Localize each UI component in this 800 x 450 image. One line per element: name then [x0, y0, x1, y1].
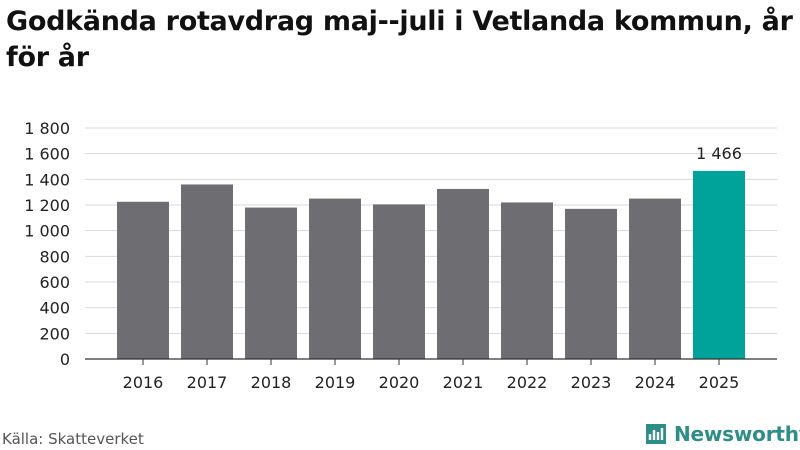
bar-2022: [501, 202, 553, 359]
source-note: Källa: Skatteverket: [2, 430, 144, 448]
y-tick-label: 800: [39, 247, 70, 266]
bar-2025: [693, 170, 745, 359]
y-tick-label: 1 400: [24, 170, 70, 189]
y-tick-label: 0: [60, 350, 70, 369]
x-tick-label: 2025: [699, 373, 740, 392]
x-tick-label: 2017: [187, 373, 228, 392]
data-labels: 1 466: [696, 144, 742, 163]
x-tick-label: 2021: [443, 373, 484, 392]
bar-2020: [373, 204, 425, 359]
y-tick-label: 1 200: [24, 196, 70, 215]
bar-2024: [629, 198, 681, 359]
chart-title: Godkända rotavdrag maj--juli i Vetlanda …: [6, 6, 793, 73]
brand-logo: Newsworthy: [644, 420, 800, 448]
x-tick-label: 2016: [123, 373, 164, 392]
y-axis-ticks: 0 200 400 600 800 1 000 1 200 1 400 1 600 1 800: [24, 119, 70, 369]
brand-name: Newsworthy: [674, 422, 800, 446]
y-tick-label: 1 000: [24, 222, 70, 241]
bar-2016: [117, 201, 169, 359]
y-tick-label: 1 600: [24, 145, 70, 164]
x-tick-label: 2018: [251, 373, 292, 392]
data-label: 1 466: [696, 144, 742, 163]
x-axis-ticks: 2016 2017 2018 2019 2020 2021 2022 2023 2024 2025: [123, 359, 740, 392]
bars: [117, 170, 745, 359]
x-tick-label: 2019: [315, 373, 356, 392]
bar-2018: [245, 207, 297, 359]
y-tick-label: 400: [39, 299, 70, 318]
y-tick-label: 600: [39, 273, 70, 292]
y-tick-label: 1 800: [24, 119, 70, 138]
newsworthy-logo-icon: [646, 424, 666, 444]
bar-2019: [309, 198, 361, 359]
bar-2021: [437, 188, 489, 359]
bar-2023: [565, 208, 617, 359]
x-tick-label: 2023: [571, 373, 612, 392]
x-tick-label: 2024: [635, 373, 676, 392]
bar-2017: [181, 184, 233, 359]
x-tick-label: 2020: [379, 373, 420, 392]
y-tick-label: 200: [39, 324, 70, 343]
x-tick-label: 2022: [507, 373, 548, 392]
